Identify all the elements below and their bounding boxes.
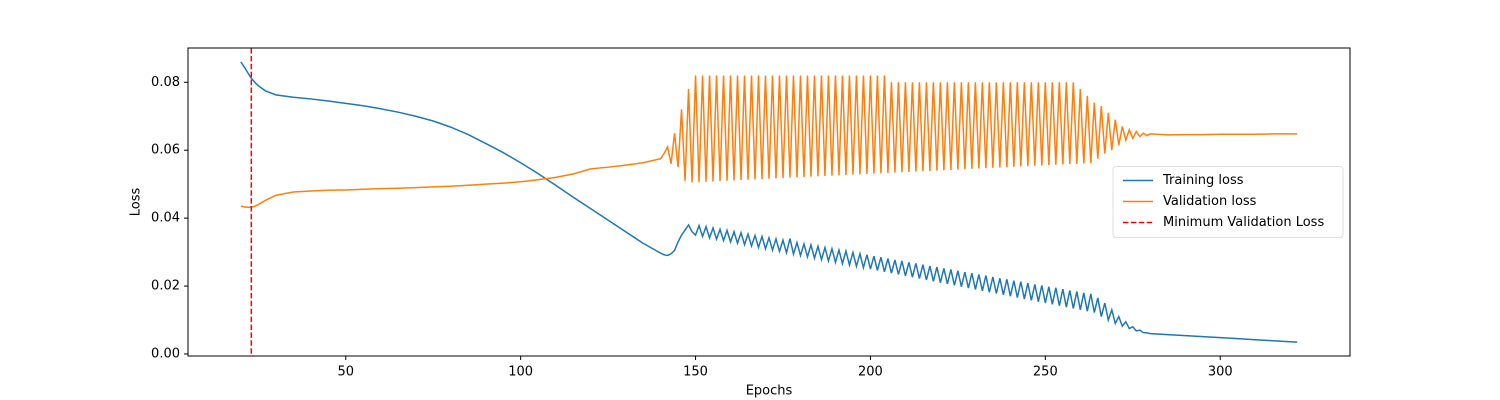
y-axis-label: Loss (129, 188, 144, 217)
x-tick-label: 100 (508, 365, 533, 380)
y-tick-label: 0.08 (151, 75, 180, 90)
x-tick-label: 50 (337, 365, 354, 380)
x-axis-label: Epochs (746, 384, 793, 399)
y-tick-label: 0.04 (151, 211, 180, 226)
legend-box (1112, 166, 1344, 238)
legend-label: Validation loss (1163, 194, 1257, 209)
y-tick-label: 0.02 (151, 279, 180, 294)
plot-frame (187, 47, 1351, 357)
x-tick-label: 150 (683, 365, 708, 380)
series-line (240, 75, 1298, 209)
legend-label: Training loss (1162, 173, 1244, 188)
y-tick-label: 0.06 (151, 143, 180, 158)
y-tick-label: 0.00 (151, 346, 180, 361)
legend-label: Minimum Validation Loss (1163, 215, 1324, 230)
series-line (240, 61, 1298, 343)
x-tick-label: 250 (1033, 365, 1058, 380)
x-tick-label: 300 (1208, 365, 1233, 380)
x-tick-label: 200 (858, 365, 883, 380)
